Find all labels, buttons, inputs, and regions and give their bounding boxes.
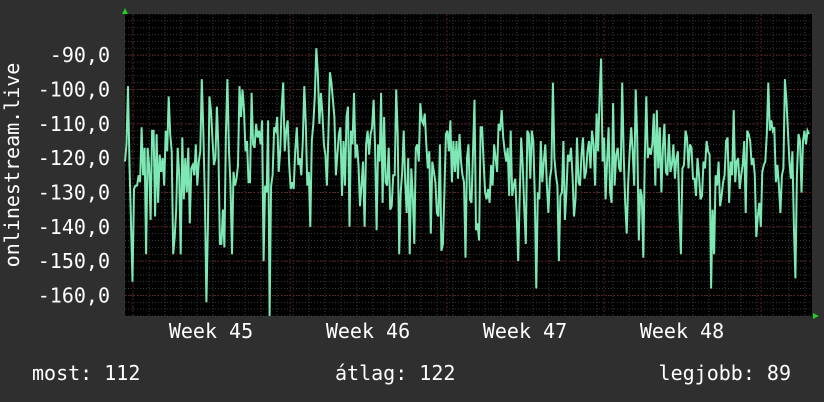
x-tick-label: Week 48	[640, 319, 724, 343]
x-axis-arrow-icon	[813, 313, 819, 319]
y-tick-label: -90,0	[50, 43, 110, 67]
best-value-label: legjobb: 89	[658, 361, 791, 385]
y-tick-label: -160,0	[38, 283, 110, 307]
average-value-label: átlag: 122	[335, 361, 456, 385]
axis-arrows	[122, 8, 819, 319]
y-tick-label: -100,0	[38, 78, 110, 102]
x-tick-labels: Week 45 Week 46 Week 47 Week 48	[169, 319, 724, 343]
x-tick-label: Week 45	[169, 319, 253, 343]
footer-current: most: 112	[32, 361, 140, 385]
footer-best: legjobb: 89	[659, 361, 791, 385]
current-value-label: most: 112	[32, 361, 141, 385]
y-tick-labels: -90,0 -100,0 -110,0 -120,0 -130,0 -140,0 -150,…	[38, 43, 110, 307]
series-line	[124, 48, 810, 317]
y-tick-label: -120,0	[38, 146, 110, 170]
x-tick-label: Week 46	[326, 319, 410, 343]
x-tick-label: Week 47	[483, 319, 567, 343]
y-axis-label: onlinestream.live	[0, 63, 24, 268]
y-tick-label: -110,0	[38, 112, 110, 136]
y-tick-label: -130,0	[38, 180, 110, 204]
y-axis-arrow-icon	[122, 8, 128, 14]
y-tick-label: -140,0	[38, 215, 110, 239]
footer-average: átlag: 122	[335, 361, 455, 385]
y-tick-label: -150,0	[38, 249, 110, 273]
